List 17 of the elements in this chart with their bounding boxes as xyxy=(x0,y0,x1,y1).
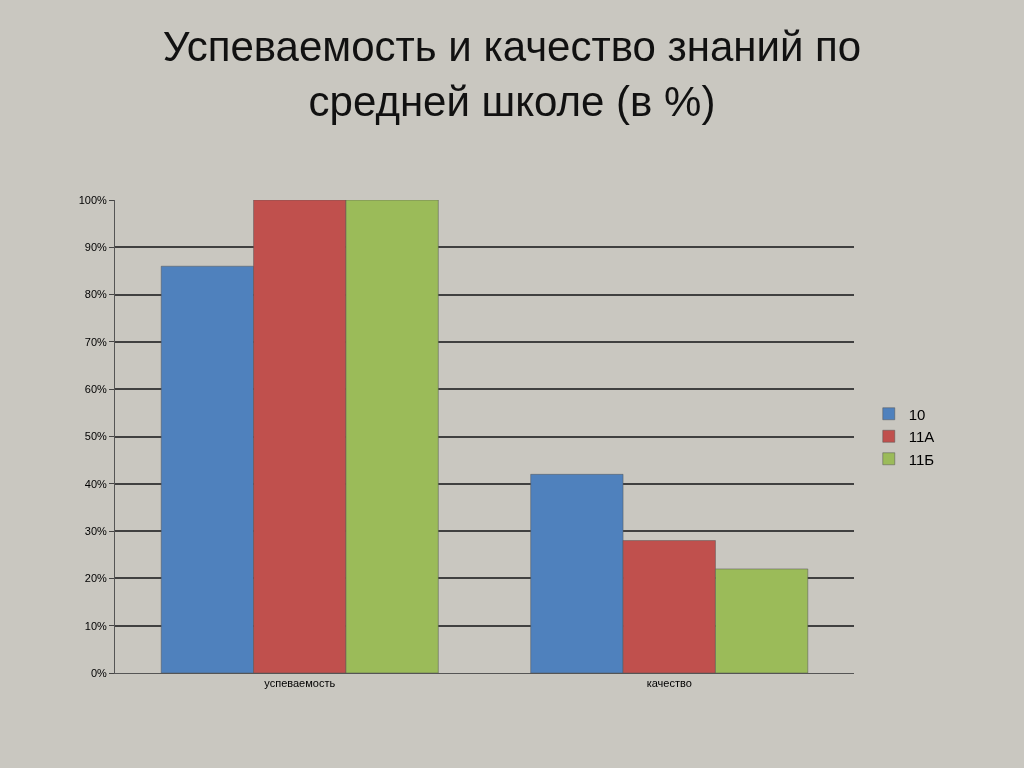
y-tick-label: 90% xyxy=(84,241,107,254)
y-tick-label: 50% xyxy=(84,430,107,443)
legend-label: 11Б xyxy=(908,450,935,468)
legend-label: 10 xyxy=(908,405,926,423)
y-tick-label: 70% xyxy=(84,335,107,348)
y-tick-label: 10% xyxy=(84,619,107,632)
x-tick-label: успеваемость xyxy=(264,677,336,690)
y-tick-label: 60% xyxy=(84,383,107,396)
x-tick-label: качество xyxy=(646,677,692,690)
y-tick-label: 0% xyxy=(90,666,108,679)
y-tick-label: 30% xyxy=(84,524,107,537)
y-tick-label: 20% xyxy=(84,572,107,585)
legend-label: 11А xyxy=(908,428,935,446)
y-tick-label: 100% xyxy=(78,193,108,206)
y-tick-label: 40% xyxy=(84,477,107,490)
y-tick-label: 80% xyxy=(84,288,107,301)
chart-title: Успеваемость и качество знаний по средней школе (в %) xyxy=(162,23,862,126)
